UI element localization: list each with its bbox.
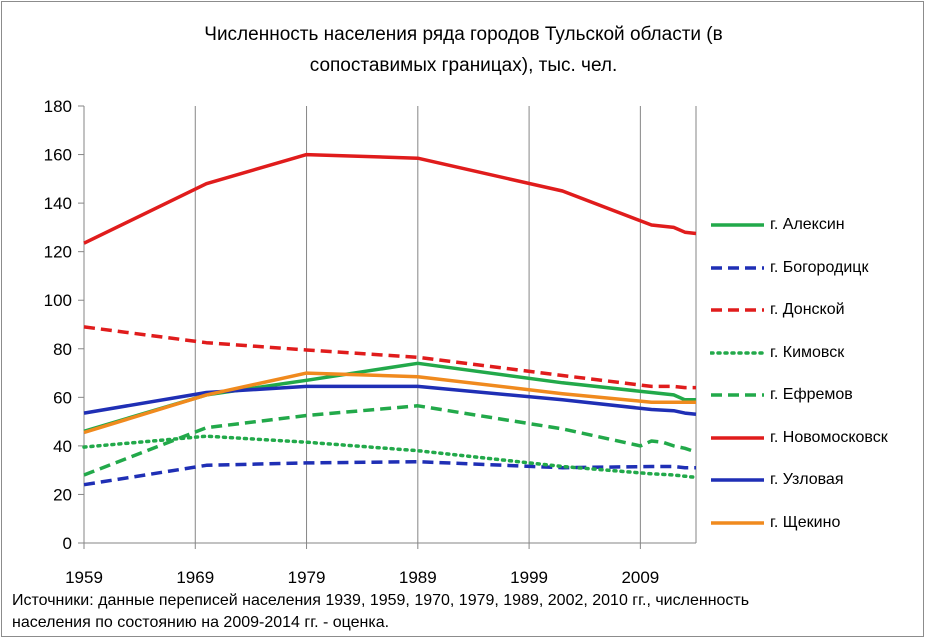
legend-label: г. Донской [770, 301, 845, 318]
series-line-2 [83, 325, 696, 390]
chart-title: Численность населения ряда городов Тульс… [0, 19, 927, 81]
y-tick-label: 140 [44, 194, 72, 213]
legend-swatch [711, 520, 764, 525]
series-line-5 [83, 152, 697, 245]
x-tick-label: 1969 [176, 568, 214, 587]
legend-swatch [711, 265, 764, 270]
axes [78, 105, 696, 549]
chart-title-line-1: Численность населения ряда городов Тульс… [204, 24, 723, 45]
legend-label: г. Кимовск [770, 343, 845, 361]
series-line-7 [83, 371, 696, 435]
series-line-6 [83, 384, 697, 417]
legend-swatch [711, 435, 764, 440]
legend-label: г. Узловая [770, 471, 844, 488]
grid [194, 106, 697, 543]
chart-title-line-2: сопоставимых границах), тыс. чел. [309, 55, 618, 76]
source-note-line-1: Источники: данные переписей населения 19… [12, 592, 750, 609]
legend-label: г. Щекино [770, 513, 841, 531]
legend-item-3: г. Кимовск [710, 341, 844, 365]
legend-item-1: г. Богородицк [710, 256, 868, 280]
x-tick-labels: 1959 1969 1979 1989 1999 2009 [65, 568, 659, 587]
y-tick-label: 60 [53, 388, 72, 407]
legend-label: г. Алексин [770, 216, 845, 233]
series-lines [82, 152, 698, 487]
y-tick-label: 180 [44, 97, 72, 116]
source-note: Источники: данные переписей населения 19… [12, 590, 917, 634]
legend-swatch [711, 478, 764, 482]
series-line-3 [82, 434, 698, 480]
legend-label: г. Ефремов [770, 386, 853, 403]
x-tick-label: 1979 [288, 568, 326, 587]
legend-item-5: г. Новомосковск [710, 426, 888, 450]
x-tick-label: 1999 [510, 568, 548, 587]
x-tick-label: 2009 [621, 568, 659, 587]
legend-swatch [711, 393, 764, 397]
legend-item-6: г. Узловая [710, 468, 844, 492]
y-tick-labels: 0 20 40 60 80 100 120 140 160 180 [44, 97, 72, 553]
legend-item-0: г. Алексин [710, 213, 845, 237]
y-tick-label: 100 [44, 291, 72, 310]
legend-swatch [711, 308, 764, 312]
source-note-line-2: населения по состоянию на 2009-2014 гг. … [12, 614, 390, 631]
x-tick-label: 1989 [399, 568, 437, 587]
legend-item-4: г. Ефремов [710, 383, 853, 407]
y-tick-label: 0 [63, 534, 72, 553]
y-tick-label: 40 [53, 437, 72, 456]
legend-label: г. Богородицк [770, 258, 869, 276]
series-line-1 [83, 459, 696, 487]
legend-item-2: г. Донской [710, 298, 845, 322]
y-tick-label: 160 [44, 146, 72, 165]
y-tick-label: 20 [53, 485, 72, 504]
legend-swatch [710, 350, 766, 355]
y-tick-label: 80 [53, 340, 72, 359]
legend-label: г. Новомосковск [770, 428, 888, 446]
legend-swatch [711, 223, 764, 227]
series-line-4 [83, 404, 697, 477]
x-tick-label: 1959 [65, 568, 103, 587]
legend-item-7: г. Щекино [710, 511, 840, 535]
y-tick-label: 120 [44, 243, 72, 262]
